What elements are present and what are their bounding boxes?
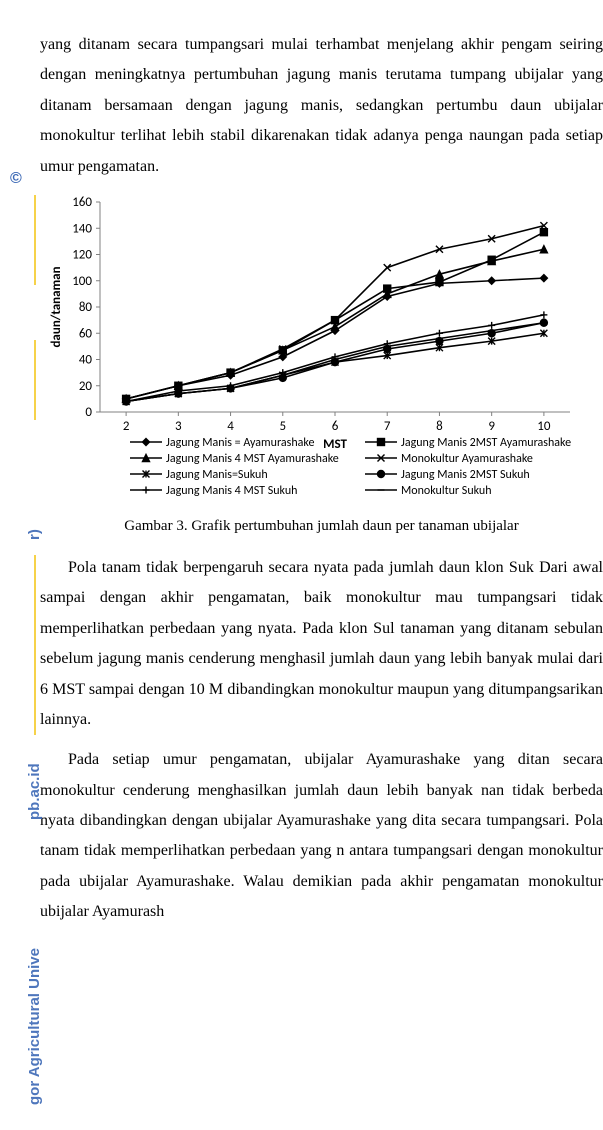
paragraph-3: Pada setiap umur pengamatan, ubijalar Ay…	[40, 745, 603, 927]
svg-text:160: 160	[72, 195, 92, 210]
svg-text:Jagung Manis 2MST Ayamurashake: Jagung Manis 2MST Ayamurashake	[401, 436, 571, 450]
paragraph-2: Pola tanam tidak berpengaruh secara nyat…	[40, 553, 603, 735]
svg-text:140: 140	[72, 221, 92, 236]
svg-text:Jagung Manis 4 MST Ayamurashak: Jagung Manis 4 MST Ayamurashake	[166, 452, 339, 466]
svg-text:60: 60	[79, 326, 93, 341]
svg-text:10: 10	[537, 419, 551, 434]
svg-text:7: 7	[384, 419, 391, 434]
svg-text:80: 80	[79, 300, 93, 315]
chart-container: 0 20 40 60 80 100 120 140 160 daun/tanaman 2 3 4 5 6 7 8…	[40, 192, 580, 512]
svg-text:100: 100	[72, 274, 92, 289]
svg-text:8: 8	[436, 419, 443, 434]
svg-text:120: 120	[72, 247, 92, 262]
figure-caption: Gambar 3. Grafik pertumbuhan jumlah daun…	[40, 518, 603, 535]
svg-text:20: 20	[79, 379, 93, 394]
svg-text:0: 0	[85, 405, 92, 420]
svg-text:Jagung Manis=Sukuh: Jagung Manis=Sukuh	[166, 468, 268, 482]
svg-text:daun/tanaman: daun/tanaman	[49, 266, 64, 347]
svg-text:2: 2	[123, 419, 130, 434]
watermark-text: gor Agricultural Unive	[26, 948, 43, 1105]
svg-text:Monokultur Ayamurashake: Monokultur Ayamurashake	[401, 452, 533, 466]
svg-text:3: 3	[175, 419, 182, 434]
svg-text:6: 6	[332, 419, 339, 434]
svg-text:Monokultur Sukuh: Monokultur Sukuh	[401, 484, 492, 498]
svg-text:40: 40	[79, 352, 93, 367]
line-chart: 0 20 40 60 80 100 120 140 160 daun/tanaman 2 3 4 5 6 7 8…	[40, 192, 580, 512]
svg-text:Jagung Manis = Ayamurashake: Jagung Manis = Ayamurashake	[166, 436, 314, 450]
svg-text:MST: MST	[323, 437, 347, 452]
svg-text:Jagung Manis 4 MST Sukuh: Jagung Manis 4 MST Sukuh	[166, 484, 297, 498]
svg-text:5: 5	[279, 419, 286, 434]
paragraph-1: yang ditanam secara tumpangsari mulai te…	[40, 30, 603, 182]
svg-text:9: 9	[488, 419, 495, 434]
svg-text:Jagung Manis 2MST Sukuh: Jagung Manis 2MST Sukuh	[401, 468, 530, 482]
page-content: yang ditanam secara tumpangsari mulai te…	[0, 0, 603, 968]
svg-text:4: 4	[227, 419, 234, 434]
